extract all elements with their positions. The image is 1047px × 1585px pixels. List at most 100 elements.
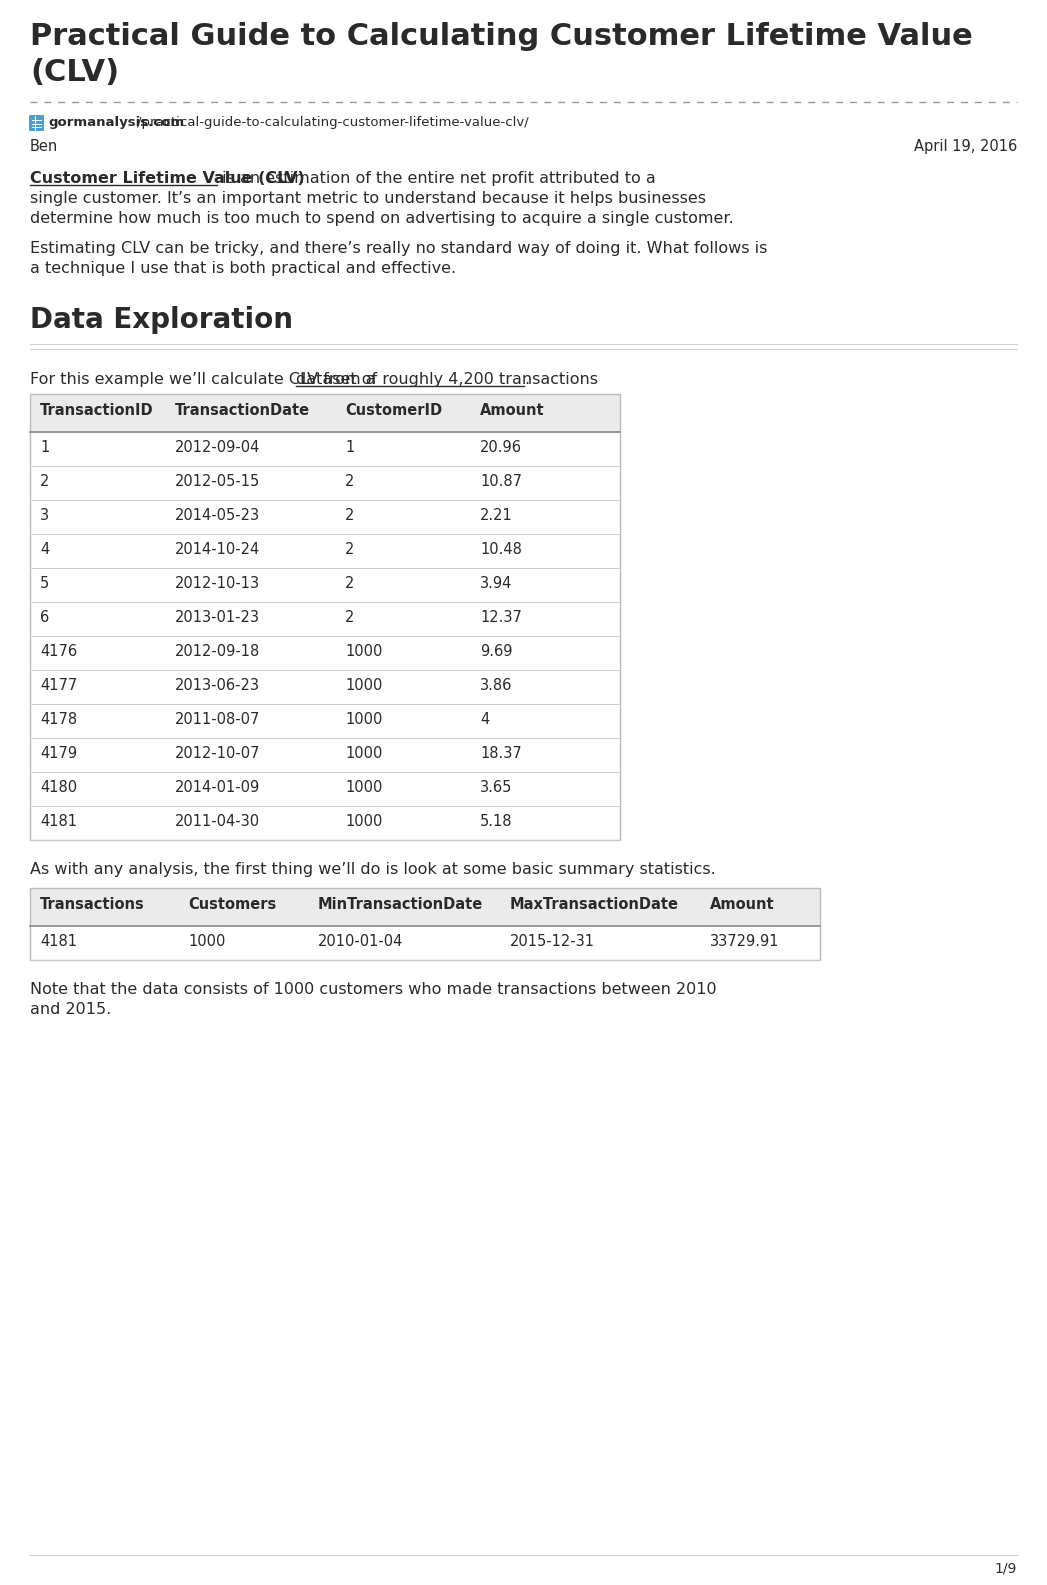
Text: 2: 2 xyxy=(346,575,354,591)
Text: 5.18: 5.18 xyxy=(480,815,512,829)
Text: TransactionID: TransactionID xyxy=(40,403,154,418)
Text: 4180: 4180 xyxy=(40,780,77,796)
Text: 5: 5 xyxy=(40,575,49,591)
Bar xyxy=(30,567,620,602)
Text: 2012-05-15: 2012-05-15 xyxy=(175,474,261,490)
Text: Ben: Ben xyxy=(30,139,59,154)
Text: Transactions: Transactions xyxy=(40,897,144,911)
Text: 4178: 4178 xyxy=(40,712,77,728)
Text: MinTransactionDate: MinTransactionDate xyxy=(318,897,484,911)
Text: 4177: 4177 xyxy=(40,678,77,693)
Text: is an estimation of the entire net profit attributed to a: is an estimation of the entire net profi… xyxy=(217,171,655,185)
Text: 6: 6 xyxy=(40,610,49,624)
Bar xyxy=(30,772,620,807)
Text: 2013-01-23: 2013-01-23 xyxy=(175,610,260,624)
Text: Note that the data consists of 1000 customers who made transactions between 2010: Note that the data consists of 1000 cust… xyxy=(30,983,716,997)
Text: 2011-04-30: 2011-04-30 xyxy=(175,815,260,829)
Text: 1: 1 xyxy=(346,441,354,455)
Bar xyxy=(30,670,620,704)
Text: 2013-06-23: 2013-06-23 xyxy=(175,678,260,693)
Text: 3.94: 3.94 xyxy=(480,575,512,591)
Bar xyxy=(30,888,820,926)
Bar xyxy=(30,739,620,772)
Text: 4: 4 xyxy=(40,542,49,556)
Text: 4179: 4179 xyxy=(40,747,77,761)
Bar xyxy=(30,704,620,739)
Bar xyxy=(30,888,820,961)
Text: 4176: 4176 xyxy=(40,644,77,659)
Text: /practical-guide-to-calculating-customer-lifetime-value-clv/: /practical-guide-to-calculating-customer… xyxy=(137,116,529,128)
Text: 2012-09-18: 2012-09-18 xyxy=(175,644,261,659)
Text: 4181: 4181 xyxy=(40,815,77,829)
Text: .: . xyxy=(525,372,530,387)
Text: Amount: Amount xyxy=(480,403,544,418)
Text: 1000: 1000 xyxy=(346,747,382,761)
FancyBboxPatch shape xyxy=(29,116,44,132)
Text: As with any analysis, the first thing we’ll do is look at some basic summary sta: As with any analysis, the first thing we… xyxy=(30,862,716,877)
Text: 2012-09-04: 2012-09-04 xyxy=(175,441,261,455)
Bar xyxy=(30,807,620,840)
Text: a technique I use that is both practical and effective.: a technique I use that is both practical… xyxy=(30,262,456,276)
Bar xyxy=(30,534,620,567)
Text: 20.96: 20.96 xyxy=(480,441,522,455)
Text: single customer. It’s an important metric to understand because it helps busines: single customer. It’s an important metri… xyxy=(30,192,706,206)
Bar xyxy=(30,433,620,466)
Text: 2014-01-09: 2014-01-09 xyxy=(175,780,261,796)
Text: 2: 2 xyxy=(346,509,354,523)
Text: Practical Guide to Calculating Customer Lifetime Value: Practical Guide to Calculating Customer … xyxy=(30,22,973,51)
Bar xyxy=(30,395,620,840)
Text: 12.37: 12.37 xyxy=(480,610,521,624)
Text: 18.37: 18.37 xyxy=(480,747,521,761)
Text: 3.86: 3.86 xyxy=(480,678,512,693)
Text: For this example we’ll calculate CLV from a: For this example we’ll calculate CLV fro… xyxy=(30,372,376,387)
Text: 10.48: 10.48 xyxy=(480,542,521,556)
Text: 1000: 1000 xyxy=(346,780,382,796)
Text: 2012-10-07: 2012-10-07 xyxy=(175,747,261,761)
Text: 2: 2 xyxy=(346,474,354,490)
Bar xyxy=(30,466,620,499)
Text: 3.65: 3.65 xyxy=(480,780,512,796)
Text: 9.69: 9.69 xyxy=(480,644,512,659)
Text: 2015-12-31: 2015-12-31 xyxy=(510,934,595,949)
Text: 2011-08-07: 2011-08-07 xyxy=(175,712,261,728)
Text: 1000: 1000 xyxy=(188,934,225,949)
Text: 3: 3 xyxy=(40,509,49,523)
Text: 1000: 1000 xyxy=(346,644,382,659)
Text: 33729.91: 33729.91 xyxy=(710,934,780,949)
Text: (CLV): (CLV) xyxy=(30,59,119,87)
Bar xyxy=(30,636,620,670)
Text: MaxTransactionDate: MaxTransactionDate xyxy=(510,897,680,911)
Text: 2010-01-04: 2010-01-04 xyxy=(318,934,403,949)
Text: 2: 2 xyxy=(40,474,49,490)
Text: TransactionDate: TransactionDate xyxy=(175,403,310,418)
Text: 2014-10-24: 2014-10-24 xyxy=(175,542,261,556)
Text: dataset of roughly 4,200 transactions: dataset of roughly 4,200 transactions xyxy=(295,372,598,387)
Bar xyxy=(30,926,820,961)
Text: 1000: 1000 xyxy=(346,678,382,693)
Text: Amount: Amount xyxy=(710,897,775,911)
Bar xyxy=(30,602,620,636)
Text: Customers: Customers xyxy=(188,897,276,911)
Text: 1/9: 1/9 xyxy=(995,1561,1017,1575)
Text: 2.21: 2.21 xyxy=(480,509,513,523)
Text: and 2015.: and 2015. xyxy=(30,1002,111,1018)
Text: 2: 2 xyxy=(346,610,354,624)
Text: gormanalysis.com: gormanalysis.com xyxy=(48,116,184,128)
Text: CustomerID: CustomerID xyxy=(346,403,442,418)
Text: 4: 4 xyxy=(480,712,489,728)
Bar xyxy=(30,499,620,534)
Bar xyxy=(30,395,620,433)
Text: 1: 1 xyxy=(40,441,49,455)
Text: 1000: 1000 xyxy=(346,815,382,829)
Text: 2014-05-23: 2014-05-23 xyxy=(175,509,260,523)
Text: Customer Lifetime Value (CLV): Customer Lifetime Value (CLV) xyxy=(30,171,305,185)
Text: 10.87: 10.87 xyxy=(480,474,522,490)
Text: 2: 2 xyxy=(346,542,354,556)
Text: determine how much is too much to spend on advertising to acquire a single custo: determine how much is too much to spend … xyxy=(30,211,734,227)
Text: Data Exploration: Data Exploration xyxy=(30,306,293,334)
Text: Estimating CLV can be tricky, and there’s really no standard way of doing it. Wh: Estimating CLV can be tricky, and there’… xyxy=(30,241,767,257)
Text: 4181: 4181 xyxy=(40,934,77,949)
Text: 2012-10-13: 2012-10-13 xyxy=(175,575,260,591)
Text: April 19, 2016: April 19, 2016 xyxy=(914,139,1017,154)
Text: 1000: 1000 xyxy=(346,712,382,728)
